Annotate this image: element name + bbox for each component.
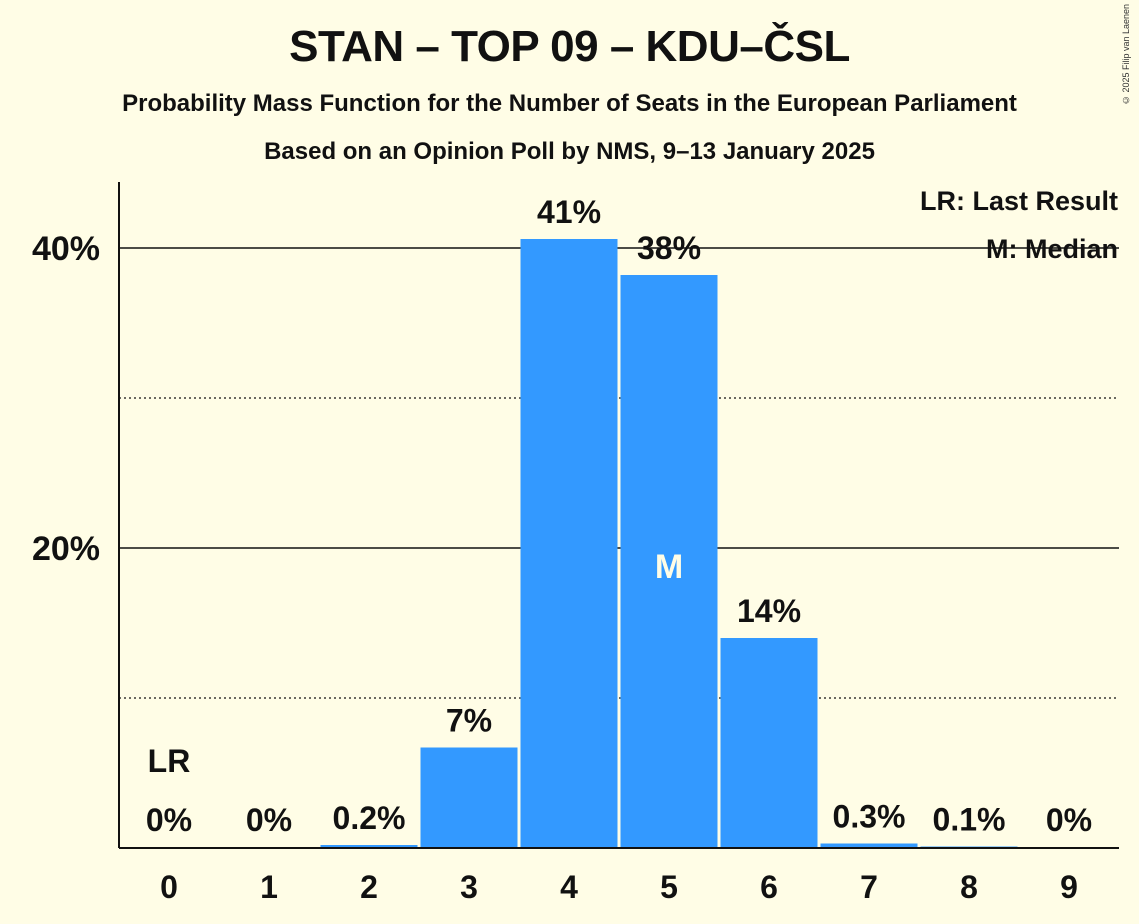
- bar-5: [620, 275, 718, 848]
- value-label-3: 7%: [446, 703, 492, 739]
- bar-2: [320, 845, 418, 848]
- chart-source: Based on an Opinion Poll by NMS, 9–13 Ja…: [264, 138, 875, 165]
- bar-6: [720, 638, 818, 848]
- value-label-4: 41%: [537, 194, 601, 230]
- bar-7: [820, 843, 918, 848]
- bar-4: [520, 239, 618, 848]
- x-tick-label-3: 3: [460, 869, 478, 905]
- x-tick-label-8: 8: [960, 869, 978, 905]
- value-label-9: 0%: [1046, 802, 1092, 838]
- chart-subtitle: Probability Mass Function for the Number…: [122, 90, 1017, 117]
- last-result-marker: LR: [148, 743, 191, 779]
- value-label-8: 0.1%: [933, 802, 1006, 838]
- x-tick-label-2: 2: [360, 869, 378, 905]
- y-tick-label-20: 20%: [32, 530, 100, 568]
- value-label-5: 38%: [637, 230, 701, 266]
- x-tick-label-1: 1: [260, 869, 278, 905]
- y-tick-label-40: 40%: [32, 230, 100, 268]
- value-label-2: 0.2%: [333, 800, 406, 836]
- x-tick-label-9: 9: [1060, 869, 1078, 905]
- x-tick-label-7: 7: [860, 869, 878, 905]
- value-label-7: 0.3%: [833, 799, 906, 835]
- bar-3: [420, 747, 518, 848]
- x-tick-label-5: 5: [660, 869, 678, 905]
- x-tick-label-4: 4: [560, 869, 578, 905]
- median-marker: M: [655, 548, 683, 586]
- x-tick-label-0: 0: [160, 869, 178, 905]
- legend-item-median: M: Median: [986, 234, 1118, 264]
- legend-item-last-result: LR: Last Result: [920, 186, 1118, 216]
- chart-title: STAN – TOP 09 – KDU–ČSL: [289, 22, 850, 71]
- x-tick-label-6: 6: [760, 869, 778, 905]
- value-label-6: 14%: [737, 593, 801, 629]
- value-label-0: 0%: [146, 802, 192, 838]
- value-label-1: 0%: [246, 802, 292, 838]
